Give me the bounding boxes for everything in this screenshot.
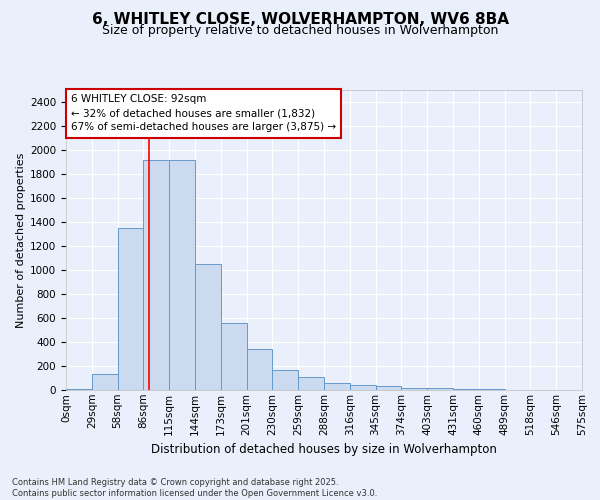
Bar xyxy=(195,264,221,390)
Bar xyxy=(350,385,376,390)
Bar xyxy=(324,384,350,390)
Text: 6, WHITLEY CLOSE, WOLVERHAMPTON, WV6 8BA: 6, WHITLEY CLOSE, WOLVERHAMPTON, WV6 8BA xyxy=(91,12,509,28)
Bar xyxy=(118,228,143,390)
Text: Size of property relative to detached houses in Wolverhampton: Size of property relative to detached ho… xyxy=(102,24,498,37)
Bar xyxy=(143,160,169,390)
X-axis label: Distribution of detached houses by size in Wolverhampton: Distribution of detached houses by size … xyxy=(151,443,497,456)
Bar xyxy=(376,386,401,390)
Bar xyxy=(221,323,247,390)
Text: Contains HM Land Registry data © Crown copyright and database right 2025.
Contai: Contains HM Land Registry data © Crown c… xyxy=(12,478,377,498)
Text: 6 WHITLEY CLOSE: 92sqm
← 32% of detached houses are smaller (1,832)
67% of semi-: 6 WHITLEY CLOSE: 92sqm ← 32% of detached… xyxy=(71,94,336,132)
Bar xyxy=(66,389,92,390)
Bar xyxy=(401,388,427,390)
Bar xyxy=(453,389,479,390)
Bar xyxy=(272,370,298,390)
Bar xyxy=(247,349,272,390)
Bar xyxy=(427,388,453,390)
Bar xyxy=(169,160,195,390)
Y-axis label: Number of detached properties: Number of detached properties xyxy=(16,152,26,328)
Bar xyxy=(92,374,118,390)
Bar xyxy=(298,378,324,390)
